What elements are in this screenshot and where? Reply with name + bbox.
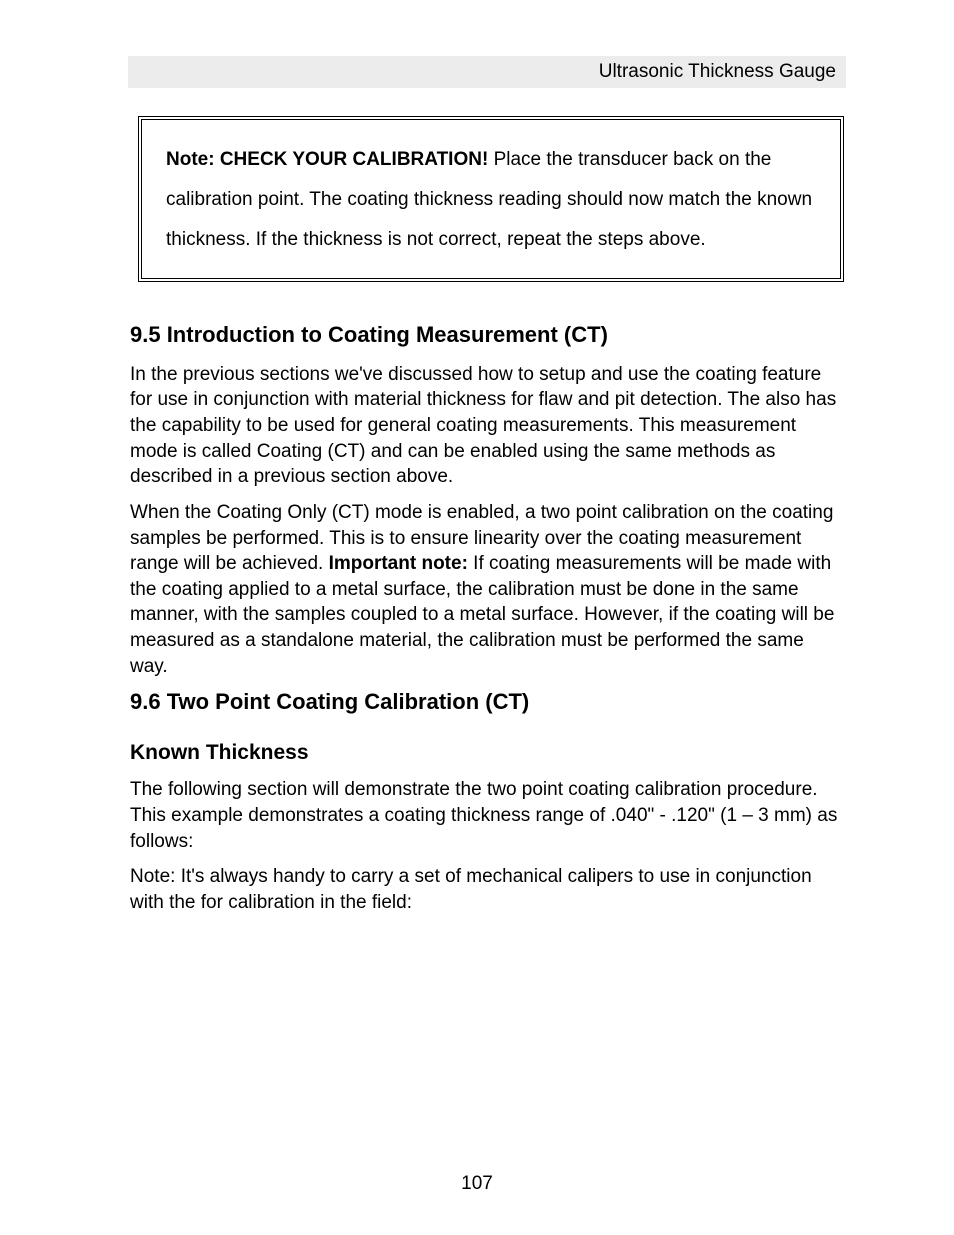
page-number: 107 xyxy=(0,1173,954,1195)
para-9-5-2: When the Coating Only (CT) mode is enabl… xyxy=(130,500,846,679)
para-9-5-1: In the previous sections we've discussed… xyxy=(130,362,846,490)
subheading-known-thickness: Known Thickness xyxy=(130,741,846,765)
para-9-5-2-bold: Important note: xyxy=(329,553,468,574)
heading-9-6: 9.6 Two Point Coating Calibration (CT) xyxy=(130,689,846,715)
para-9-6-1: The following section will demonstrate t… xyxy=(130,777,846,854)
para-9-6-2: Note: It's always handy to carry a set o… xyxy=(130,864,846,915)
page-container: Ultrasonic Thickness Gauge Note: CHECK Y… xyxy=(0,0,954,1235)
note-box: Note: CHECK YOUR CALIBRATION! Place the … xyxy=(138,116,844,282)
header-title: Ultrasonic Thickness Gauge xyxy=(599,61,836,82)
header-band: Ultrasonic Thickness Gauge xyxy=(128,56,846,88)
heading-9-5: 9.5 Introduction to Coating Measurement … xyxy=(130,322,846,348)
note-bold: Note: CHECK YOUR CALIBRATION! xyxy=(166,149,488,170)
